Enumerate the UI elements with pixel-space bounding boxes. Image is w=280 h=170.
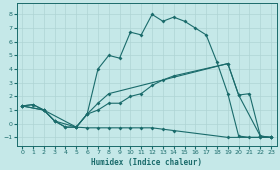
X-axis label: Humidex (Indice chaleur): Humidex (Indice chaleur) bbox=[91, 158, 202, 167]
